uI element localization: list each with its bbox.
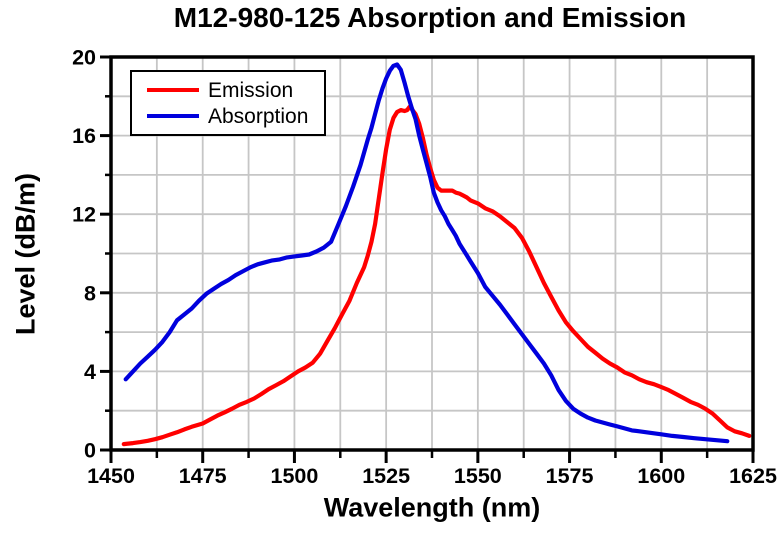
y-tick-label: 4 bbox=[84, 360, 96, 384]
plot-frame bbox=[109, 55, 755, 452]
legend-item-absorption: Absorption bbox=[147, 106, 324, 127]
legend-label: Emission bbox=[208, 78, 294, 102]
series-line-emission bbox=[121, 104, 752, 447]
y-tick-label: 8 bbox=[84, 281, 96, 305]
y-tick-label: 16 bbox=[72, 124, 96, 148]
legend-item-emission: Emission bbox=[147, 80, 324, 101]
x-tick-label: 1525 bbox=[362, 464, 410, 488]
x-axis-label: Wavelength (nm) bbox=[323, 492, 541, 523]
series-line-absorption bbox=[123, 62, 730, 444]
x-tick-label: 1625 bbox=[729, 464, 777, 488]
y-tick-label: 20 bbox=[72, 46, 96, 70]
x-tick-label: 1575 bbox=[546, 464, 594, 488]
legend-line-swatch bbox=[147, 114, 199, 118]
x-tick-label: 1600 bbox=[637, 464, 685, 488]
legend-line-swatch bbox=[147, 88, 199, 92]
y-tick-label: 12 bbox=[72, 203, 96, 227]
legend: Emission Absorption bbox=[130, 70, 326, 136]
chart-title: M12-980-125 Absorption and Emission bbox=[173, 2, 687, 33]
x-tick-label: 1500 bbox=[271, 464, 319, 488]
x-tick-label: 1475 bbox=[179, 464, 227, 488]
x-tick-label: 1450 bbox=[87, 464, 135, 488]
legend-label: Absorption bbox=[208, 104, 309, 128]
y-tick-label: 0 bbox=[84, 439, 96, 463]
x-tick-label: 1550 bbox=[454, 464, 502, 488]
